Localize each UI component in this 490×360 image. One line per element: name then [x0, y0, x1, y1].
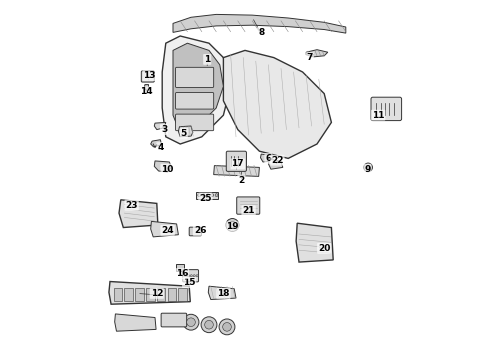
- Circle shape: [190, 275, 193, 277]
- Circle shape: [201, 317, 217, 333]
- Bar: [196, 192, 218, 199]
- FancyBboxPatch shape: [175, 114, 214, 131]
- Text: 11: 11: [372, 111, 385, 120]
- Text: 26: 26: [194, 226, 206, 235]
- Circle shape: [219, 319, 235, 335]
- Polygon shape: [154, 161, 171, 172]
- Polygon shape: [173, 14, 346, 33]
- Circle shape: [202, 194, 205, 197]
- Circle shape: [226, 219, 239, 231]
- Text: 21: 21: [243, 206, 255, 215]
- Polygon shape: [306, 50, 328, 57]
- FancyBboxPatch shape: [175, 67, 214, 87]
- Text: 19: 19: [226, 222, 239, 231]
- Polygon shape: [261, 154, 273, 162]
- Circle shape: [215, 194, 218, 197]
- Polygon shape: [208, 286, 236, 300]
- Circle shape: [185, 275, 187, 277]
- Polygon shape: [173, 43, 223, 133]
- FancyBboxPatch shape: [161, 313, 187, 327]
- FancyBboxPatch shape: [237, 197, 260, 214]
- Bar: [146, 288, 155, 301]
- Bar: [114, 288, 122, 301]
- Circle shape: [193, 275, 196, 277]
- Circle shape: [196, 275, 198, 277]
- Circle shape: [211, 194, 214, 197]
- Circle shape: [187, 318, 196, 327]
- Circle shape: [183, 314, 199, 330]
- Text: 10: 10: [161, 165, 174, 174]
- Text: 18: 18: [217, 289, 230, 298]
- Text: 4: 4: [157, 143, 164, 152]
- Bar: [124, 288, 133, 301]
- Bar: [135, 288, 144, 301]
- FancyBboxPatch shape: [371, 97, 402, 121]
- Text: 9: 9: [364, 165, 370, 174]
- FancyBboxPatch shape: [183, 270, 198, 282]
- Text: 12: 12: [150, 289, 163, 298]
- Circle shape: [198, 194, 201, 197]
- Polygon shape: [144, 85, 148, 91]
- Text: 24: 24: [161, 226, 174, 235]
- Text: 14: 14: [140, 87, 152, 96]
- Polygon shape: [109, 282, 190, 304]
- Text: 5: 5: [181, 129, 187, 138]
- FancyBboxPatch shape: [189, 227, 201, 236]
- Text: 23: 23: [125, 201, 138, 210]
- Polygon shape: [119, 200, 158, 228]
- Text: 6: 6: [265, 154, 271, 163]
- Polygon shape: [296, 223, 333, 262]
- FancyBboxPatch shape: [226, 151, 246, 171]
- Polygon shape: [115, 314, 156, 331]
- Polygon shape: [151, 221, 178, 237]
- Bar: [176, 264, 184, 271]
- FancyBboxPatch shape: [175, 93, 214, 109]
- Bar: [168, 288, 176, 301]
- Text: 20: 20: [318, 244, 330, 253]
- Polygon shape: [162, 36, 231, 144]
- Polygon shape: [269, 159, 283, 169]
- Text: 13: 13: [144, 71, 156, 80]
- Polygon shape: [178, 126, 193, 137]
- Text: 8: 8: [258, 28, 264, 37]
- Bar: [178, 288, 187, 301]
- Circle shape: [206, 194, 209, 197]
- Polygon shape: [214, 166, 259, 176]
- Text: 16: 16: [176, 269, 188, 278]
- Polygon shape: [151, 140, 162, 147]
- Text: 22: 22: [271, 156, 284, 165]
- Text: 3: 3: [161, 125, 167, 134]
- Polygon shape: [154, 122, 166, 130]
- Bar: [157, 288, 166, 301]
- Text: 2: 2: [238, 176, 245, 185]
- Circle shape: [229, 221, 236, 229]
- Polygon shape: [223, 50, 331, 158]
- FancyBboxPatch shape: [141, 71, 154, 82]
- Text: 17: 17: [231, 159, 244, 168]
- Circle shape: [222, 323, 231, 331]
- Circle shape: [364, 163, 372, 172]
- Circle shape: [187, 275, 190, 277]
- Text: 1: 1: [204, 55, 210, 64]
- Circle shape: [205, 320, 213, 329]
- Text: 25: 25: [199, 194, 212, 202]
- Text: 15: 15: [183, 278, 196, 287]
- Text: 7: 7: [307, 53, 313, 62]
